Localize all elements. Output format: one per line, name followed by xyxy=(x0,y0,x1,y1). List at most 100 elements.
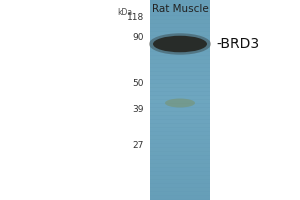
Bar xyxy=(150,195,210,196)
Bar xyxy=(150,133,210,135)
Bar xyxy=(150,52,210,53)
Bar xyxy=(150,43,210,44)
Bar xyxy=(150,112,210,113)
Bar xyxy=(150,191,210,192)
Bar xyxy=(150,27,210,28)
Bar xyxy=(150,104,210,105)
Bar xyxy=(150,107,210,108)
Bar xyxy=(150,187,210,188)
Bar xyxy=(150,19,210,20)
Bar xyxy=(150,113,210,115)
Bar xyxy=(150,177,210,179)
Bar xyxy=(150,93,210,95)
Bar xyxy=(150,81,210,83)
Bar xyxy=(150,175,210,176)
Bar xyxy=(150,12,210,13)
Bar xyxy=(150,192,210,193)
Bar xyxy=(150,180,210,181)
Bar xyxy=(150,135,210,136)
Bar xyxy=(150,47,210,48)
Bar xyxy=(150,197,210,199)
Bar xyxy=(150,111,210,112)
Bar xyxy=(150,125,210,127)
Bar xyxy=(150,139,210,140)
Bar xyxy=(150,29,210,31)
Bar xyxy=(150,108,210,109)
Bar xyxy=(150,189,210,191)
Bar xyxy=(150,7,210,8)
Bar xyxy=(150,76,210,77)
Bar xyxy=(150,121,210,123)
Bar xyxy=(150,15,210,16)
Bar xyxy=(150,193,210,195)
Bar xyxy=(150,129,210,131)
Bar xyxy=(150,147,210,148)
Bar xyxy=(150,9,210,11)
Bar xyxy=(150,65,210,67)
Bar xyxy=(150,141,210,143)
Bar xyxy=(150,161,210,163)
Bar xyxy=(150,20,210,21)
Bar xyxy=(150,165,210,167)
Bar xyxy=(150,75,210,76)
Text: -BRD3: -BRD3 xyxy=(216,37,259,51)
Bar xyxy=(150,63,210,64)
Bar xyxy=(150,47,210,48)
Bar xyxy=(150,188,210,189)
Bar xyxy=(150,59,210,60)
Bar xyxy=(150,73,210,75)
Bar xyxy=(150,167,210,168)
Bar xyxy=(150,143,210,144)
Bar xyxy=(150,28,210,29)
Bar xyxy=(150,153,210,155)
Bar xyxy=(150,199,210,200)
Bar xyxy=(150,49,210,51)
Bar xyxy=(150,11,210,12)
Bar xyxy=(150,24,210,25)
Bar xyxy=(150,51,210,52)
Bar xyxy=(150,17,210,19)
Bar xyxy=(150,21,210,23)
Bar xyxy=(150,131,210,132)
Bar xyxy=(150,107,210,108)
Bar xyxy=(150,35,210,36)
Bar xyxy=(150,124,210,125)
Bar xyxy=(150,140,210,141)
Bar xyxy=(150,7,210,8)
Bar xyxy=(150,39,210,40)
Bar xyxy=(150,11,210,12)
Text: 39: 39 xyxy=(133,105,144,114)
Text: 27: 27 xyxy=(133,142,144,150)
Bar xyxy=(150,143,210,144)
Bar xyxy=(150,152,210,153)
Bar xyxy=(150,25,210,27)
Bar xyxy=(150,95,210,96)
Bar xyxy=(150,160,210,161)
Bar xyxy=(150,155,210,156)
Bar xyxy=(150,163,210,164)
Bar xyxy=(150,95,210,96)
Bar xyxy=(150,109,210,111)
Bar xyxy=(150,89,210,91)
Bar xyxy=(150,127,210,128)
Bar xyxy=(150,168,210,169)
Bar xyxy=(150,157,210,159)
Bar xyxy=(150,156,210,157)
Bar xyxy=(150,135,210,136)
Ellipse shape xyxy=(153,36,207,52)
Bar xyxy=(150,79,210,80)
Bar xyxy=(150,59,210,60)
Bar xyxy=(150,173,210,175)
Bar xyxy=(150,147,210,148)
Bar xyxy=(150,16,210,17)
Bar xyxy=(150,119,210,120)
Bar xyxy=(150,37,210,39)
Bar xyxy=(150,1,210,3)
Bar xyxy=(150,31,210,32)
Bar xyxy=(150,39,210,40)
Bar xyxy=(150,151,210,152)
Bar xyxy=(150,151,210,152)
Bar xyxy=(150,69,210,71)
Bar xyxy=(150,3,210,4)
Bar xyxy=(150,0,210,1)
